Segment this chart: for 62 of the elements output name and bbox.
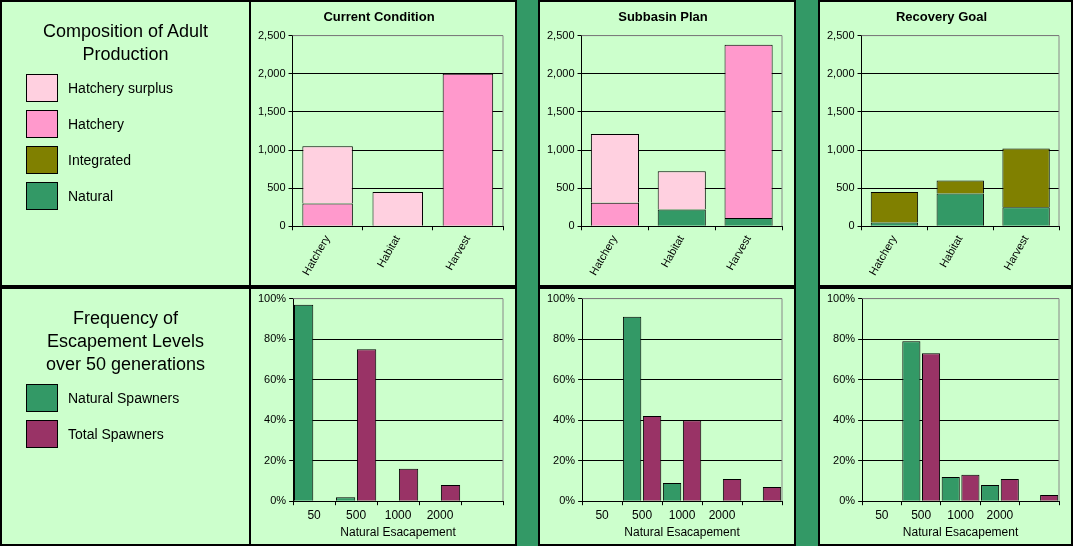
x-tick-label: 2000 [986, 507, 1014, 522]
legend-title: Composition of Adult Production [41, 20, 210, 66]
y-tick-label: 60% [553, 372, 576, 385]
legend-label: Hatchery surplus [68, 80, 174, 96]
x-tick-label: 500 [911, 507, 932, 522]
y-tick-label: 0% [839, 494, 856, 507]
y-tick-label: 1,000 [258, 143, 286, 156]
x-tick-label: 500 [632, 507, 653, 522]
chart-title: Recovery Goal [895, 9, 988, 25]
x-tick-label: 500 [346, 507, 367, 522]
y-tick-label: 0% [270, 494, 287, 507]
x-axis-title: Natural Esacapement [340, 525, 457, 540]
legend-label: Total Spawners [68, 426, 164, 442]
y-tick-label: 2,000 [258, 66, 286, 79]
chart-title: Subbasin Plan [618, 9, 708, 25]
x-tick-label: 50 [875, 507, 889, 522]
x-axis-title: Natural Esacapement [902, 525, 1019, 540]
x-tick-label: 1000 [384, 507, 412, 522]
legend-label: Natural Spawners [68, 390, 180, 406]
y-tick-label: 80% [553, 332, 576, 345]
y-tick-label: 2,000 [547, 66, 575, 79]
y-tick-label: 80% [264, 332, 287, 345]
y-tick-label: 2,500 [827, 28, 855, 41]
x-tick-label: 1000 [668, 507, 696, 522]
legend-title: Frequency of Escapement Levels over 50 generations [44, 307, 207, 376]
y-tick-label: 20% [264, 453, 287, 466]
x-tick-label: 2000 [426, 507, 454, 522]
y-tick-label: 500 [267, 181, 286, 194]
legend-label: Integrated [68, 152, 132, 168]
y-tick-label: 40% [264, 413, 287, 426]
y-tick-label: 1,500 [258, 104, 286, 117]
y-tick-label: 2,500 [258, 28, 286, 41]
x-tick-label: 2000 [708, 507, 736, 522]
y-tick-label: 2,000 [827, 66, 855, 79]
y-tick-label: 0 [848, 219, 855, 232]
y-tick-label: 60% [833, 372, 856, 385]
y-tick-label: 1,000 [827, 143, 855, 156]
x-tick-label: 50 [307, 507, 322, 522]
legend-label: Hatchery [68, 116, 125, 132]
y-tick-label: 2,500 [547, 28, 575, 41]
x-tick-label: 1000 [947, 507, 975, 522]
y-tick-label: 500 [556, 181, 575, 194]
y-tick-label: 40% [553, 413, 576, 426]
y-tick-label: 1,500 [547, 104, 575, 117]
y-tick-label: 1,000 [547, 143, 575, 156]
x-tick-label: 50 [595, 507, 610, 522]
y-tick-label: 60% [264, 372, 287, 385]
y-tick-label: 100% [546, 291, 576, 304]
y-tick-label: 40% [833, 413, 856, 426]
y-tick-label: 80% [833, 332, 856, 345]
y-tick-label: 100% [257, 291, 287, 304]
y-tick-label: 1,500 [827, 104, 855, 117]
x-axis-title: Natural Esacapement [624, 525, 741, 540]
y-tick-label: 0 [568, 219, 575, 232]
y-tick-label: 20% [553, 453, 576, 466]
chart-title: Current Condition [323, 9, 435, 25]
y-tick-label: 0% [559, 494, 576, 507]
y-tick-label: 100% [826, 291, 856, 304]
y-tick-label: 20% [833, 453, 856, 466]
legend-label: Natural [68, 188, 114, 204]
y-tick-label: 0 [279, 219, 286, 232]
y-tick-label: 500 [836, 181, 855, 194]
